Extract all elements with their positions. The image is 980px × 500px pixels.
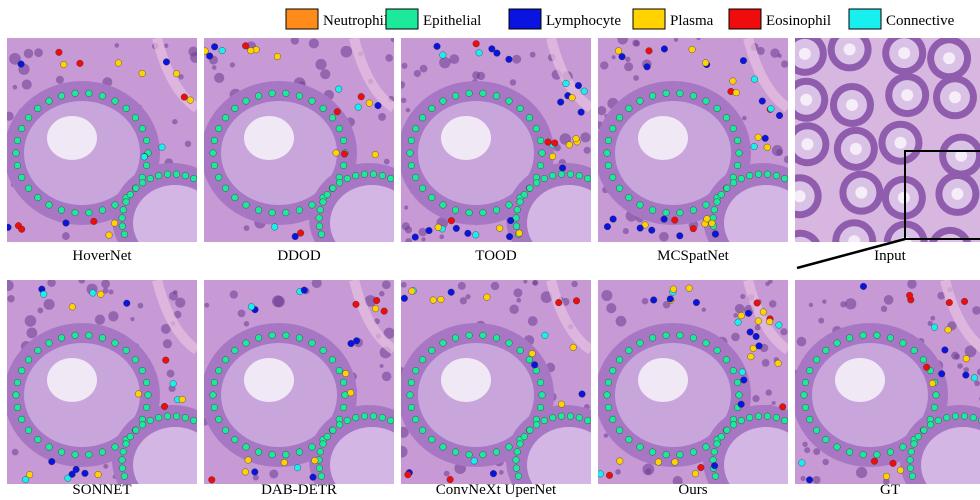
legend-label: Eosinophil	[766, 13, 831, 29]
figure: Neutrophil Epithelial Lymphocyte Plasma Eosi…	[0, 0, 980, 500]
panel-caption: Input	[874, 248, 906, 264]
legend-swatch	[633, 9, 665, 29]
panel-caption: DDOD	[277, 248, 320, 264]
legend-item: Plasma	[633, 9, 714, 29]
panel-image	[201, 36, 429, 273]
panel-caption: TOOD	[475, 248, 517, 264]
legend-label: Neutrophil	[323, 13, 388, 29]
legend-swatch	[509, 9, 541, 29]
panel-image	[398, 38, 626, 273]
panel-image	[595, 279, 823, 500]
panel-image	[3, 277, 232, 500]
legend-swatch	[849, 9, 881, 29]
panel-caption: DAB-DETR	[261, 482, 337, 498]
panel-caption: SONNET	[72, 482, 131, 498]
legend-item: Connective	[849, 9, 955, 29]
panel-image	[396, 280, 626, 500]
legend-label: Epithelial	[423, 13, 481, 29]
panel-image	[4, 38, 232, 273]
panel-caption: MCSpatNet	[657, 248, 730, 264]
legend-item: Epithelial	[386, 9, 481, 29]
legend-swatch	[729, 9, 761, 29]
panel-caption: GT	[880, 482, 900, 498]
legend-label: Plasma	[670, 13, 714, 29]
legend-label: Connective	[886, 13, 955, 29]
legend-item: Eosinophil	[729, 9, 831, 29]
legend-item: Lymphocyte	[509, 9, 621, 29]
legend-swatch	[286, 9, 318, 29]
panel-image	[595, 34, 823, 273]
panel-caption: Ours	[678, 482, 707, 498]
panel-image	[778, 27, 980, 273]
panel-image	[790, 279, 980, 500]
legend-item: Neutrophil	[286, 9, 388, 29]
panel-caption: ConvNeXt UperNet	[436, 482, 557, 498]
panel-caption: HoverNet	[72, 248, 132, 264]
legend-swatch	[386, 9, 418, 29]
legend-label: Lymphocyte	[546, 13, 621, 29]
panel-image	[200, 278, 429, 500]
